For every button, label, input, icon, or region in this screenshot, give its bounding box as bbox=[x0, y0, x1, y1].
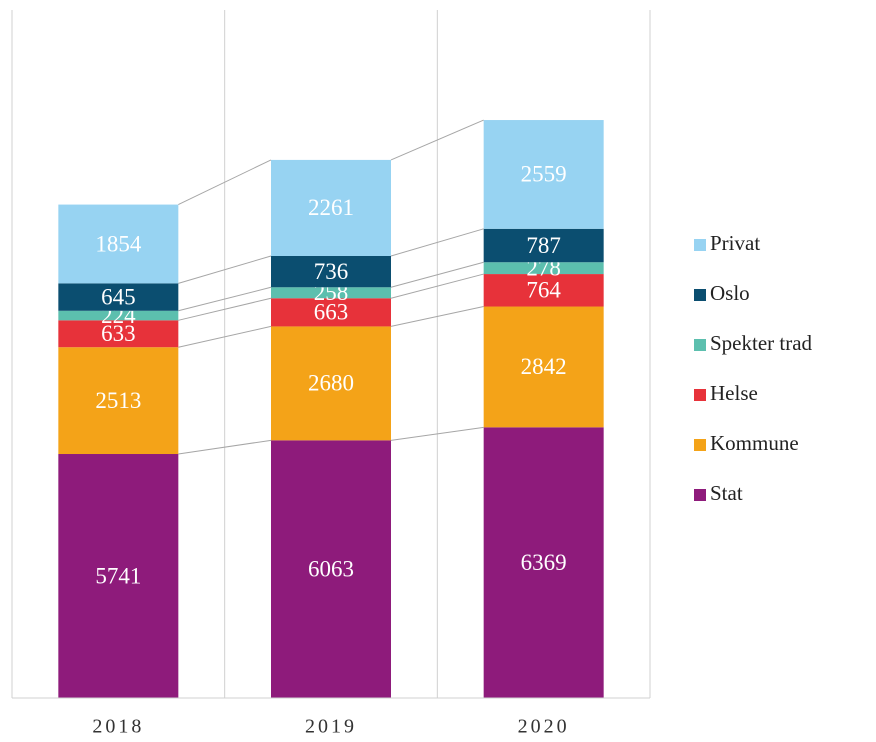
legend-label: Kommune bbox=[710, 431, 799, 455]
data-label: 787 bbox=[526, 233, 561, 258]
bar-segment bbox=[271, 159, 391, 256]
series-line bbox=[178, 255, 272, 284]
series-line bbox=[178, 439, 272, 455]
bar-segment bbox=[483, 306, 604, 428]
bar-segment bbox=[58, 310, 179, 321]
series-line bbox=[390, 228, 484, 257]
series-line bbox=[178, 159, 272, 206]
bar-segment bbox=[58, 320, 179, 348]
data-label: 2261 bbox=[308, 195, 354, 220]
legend-swatch bbox=[694, 489, 706, 501]
bar-segment bbox=[483, 274, 604, 307]
data-label: 645 bbox=[101, 284, 136, 309]
data-label: 663 bbox=[314, 300, 349, 325]
data-label: 2513 bbox=[95, 388, 141, 413]
data-label: 736 bbox=[314, 259, 349, 284]
legend-swatch bbox=[694, 339, 706, 351]
x-tick-label: 2020 bbox=[518, 716, 570, 738]
series-line bbox=[390, 119, 484, 161]
data-label: 764 bbox=[526, 278, 561, 303]
data-label: 2842 bbox=[521, 354, 567, 379]
bar-segment bbox=[483, 427, 604, 698]
bar-segment bbox=[271, 298, 391, 327]
data-label: 2559 bbox=[521, 162, 567, 187]
series-line bbox=[178, 297, 272, 321]
bar-segment bbox=[58, 204, 179, 284]
bar-segment bbox=[483, 262, 604, 275]
data-label: 6369 bbox=[521, 550, 567, 575]
bar-segment bbox=[58, 454, 179, 698]
bar-segment bbox=[271, 256, 391, 288]
series-line bbox=[390, 273, 484, 299]
legend-label: Spekter trad bbox=[710, 331, 813, 355]
legend-swatch bbox=[694, 239, 706, 251]
data-label: 5741 bbox=[95, 563, 141, 588]
data-label: 2680 bbox=[308, 371, 354, 396]
series-line bbox=[390, 261, 484, 288]
series-line bbox=[178, 325, 272, 348]
data-label: 6063 bbox=[308, 556, 354, 581]
legend-label: Stat bbox=[710, 481, 743, 505]
series-line bbox=[390, 426, 484, 441]
legend-swatch bbox=[694, 389, 706, 401]
legend-swatch bbox=[694, 289, 706, 301]
series-line bbox=[178, 286, 272, 312]
bar-segment bbox=[483, 228, 604, 263]
bar-segment bbox=[271, 326, 391, 441]
legend-label: Privat bbox=[710, 231, 760, 255]
legend-label: Helse bbox=[710, 381, 758, 405]
bar-segment bbox=[271, 440, 391, 698]
x-tick-label: 2018 bbox=[92, 716, 144, 738]
legend-swatch bbox=[694, 439, 706, 451]
series-line bbox=[390, 306, 484, 327]
bar-segment bbox=[271, 287, 391, 299]
legend-label: Oslo bbox=[710, 281, 750, 305]
data-label: 633 bbox=[101, 321, 136, 346]
data-label: 1854 bbox=[95, 231, 142, 256]
bar-segment bbox=[58, 283, 179, 311]
x-tick-label: 2019 bbox=[305, 716, 357, 738]
bar-segment bbox=[483, 120, 604, 229]
bar-segment bbox=[58, 347, 179, 455]
